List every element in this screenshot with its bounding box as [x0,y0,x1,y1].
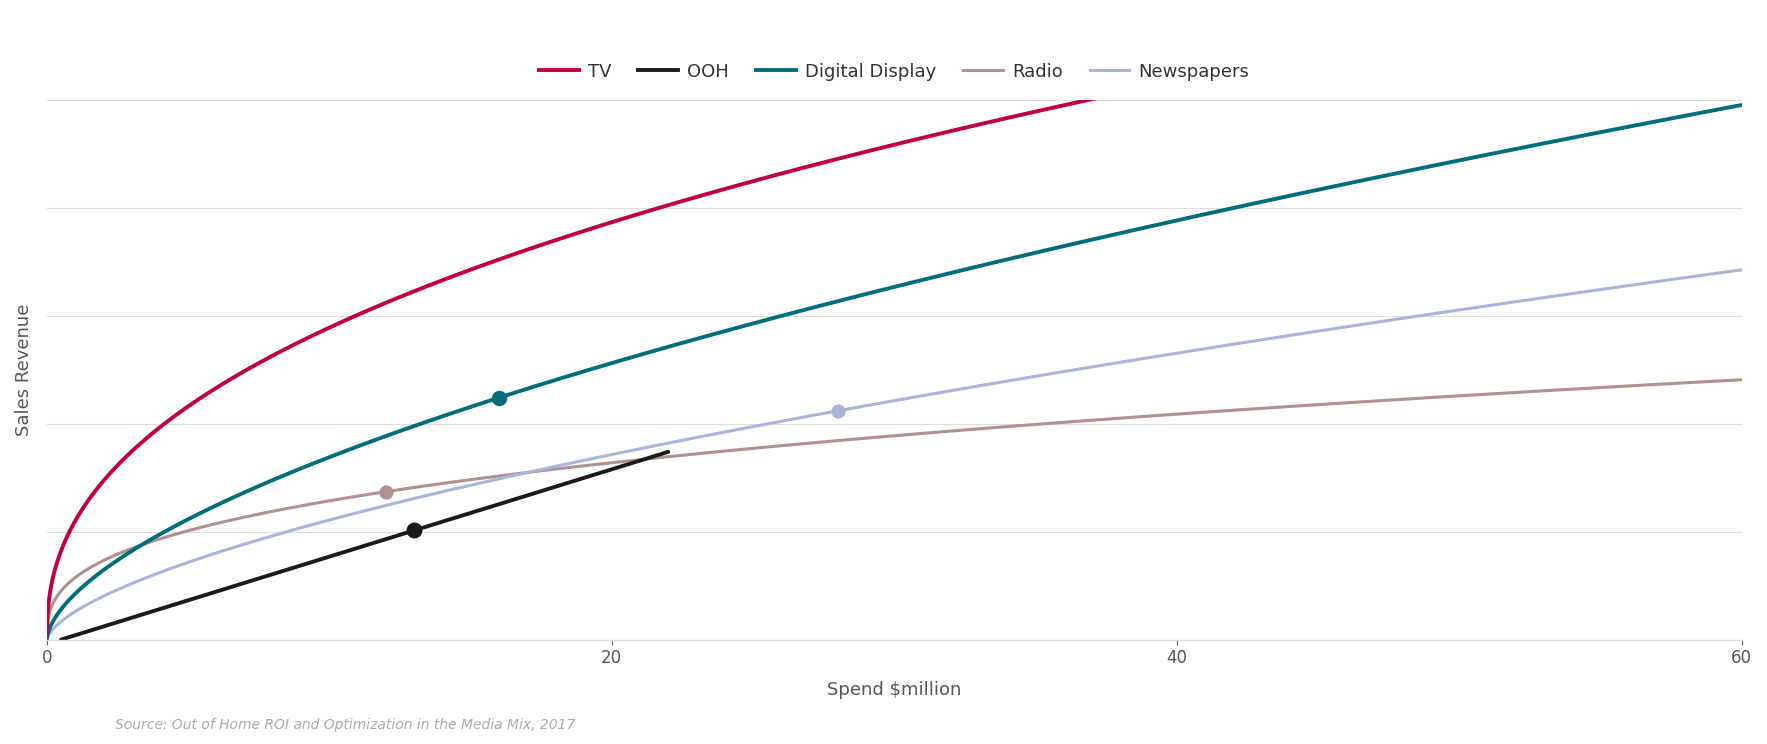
Legend: TV, OOH, Digital Display, Radio, Newspapers: TV, OOH, Digital Display, Radio, Newspap… [532,56,1256,88]
Y-axis label: Sales Revenue: Sales Revenue [14,304,34,436]
Text: Source: Out of Home ROI and Optimization in the Media Mix, 2017: Source: Out of Home ROI and Optimization… [115,718,576,732]
X-axis label: Spend $million: Spend $million [827,682,961,699]
